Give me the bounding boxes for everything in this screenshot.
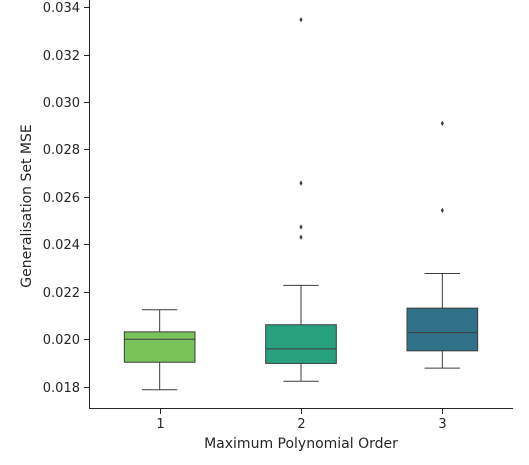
y-tick-label: 0.020 [43, 333, 80, 348]
plot-area [123, 17, 479, 391]
x-axis-ticks: 1 2 3 [156, 409, 447, 432]
outlier-point [440, 120, 444, 126]
x-tick-label: 3 [438, 417, 446, 432]
box [406, 307, 479, 352]
y-axis-ticks: 0.018 0.020 0.022 0.024 0.026 0.028 0.030 0.032… [43, 1, 89, 396]
outlier-point [299, 180, 303, 186]
box-group-1 [123, 309, 196, 391]
x-axis-label: Maximum Polynomial Order [204, 436, 398, 452]
outlier-point [299, 17, 303, 23]
outlier-point [440, 207, 444, 214]
box [265, 324, 337, 364]
y-tick-label: 0.030 [43, 96, 80, 111]
x-tick-label: 2 [297, 417, 305, 432]
y-axis-label: Generalisation Set MSE [19, 124, 35, 287]
y-tick-label: 0.018 [43, 381, 80, 396]
y-tick-label: 0.024 [43, 238, 80, 253]
box-group-2 [265, 17, 337, 382]
y-tick-label: 0.026 [43, 191, 80, 206]
y-tick-label: 0.028 [43, 143, 80, 158]
y-tick-label: 0.022 [43, 286, 80, 301]
y-tick-label: 0.034 [43, 1, 80, 16]
box-group-3 [406, 120, 479, 369]
box [123, 331, 196, 363]
x-tick-label: 1 [156, 417, 164, 432]
outlier-point [299, 234, 303, 240]
y-tick-label: 0.032 [43, 49, 80, 64]
outlier-point [299, 224, 303, 230]
